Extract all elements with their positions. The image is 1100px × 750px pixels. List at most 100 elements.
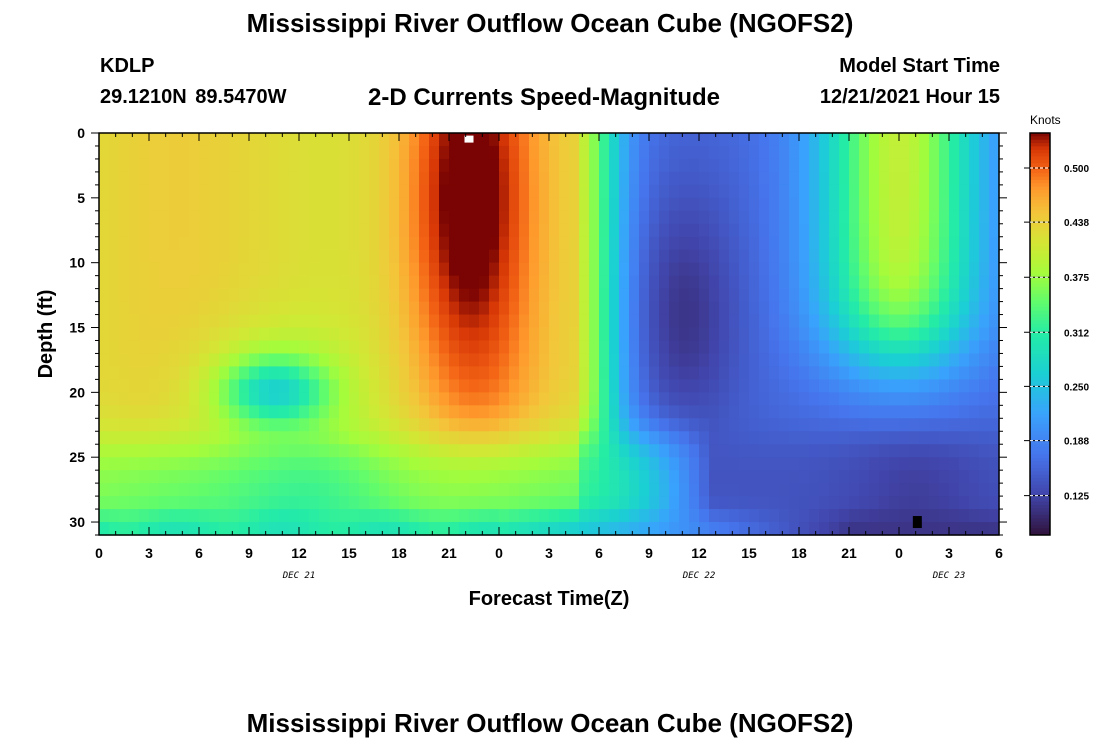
heatmap-cell xyxy=(879,171,890,186)
heatmap-cell xyxy=(619,392,630,406)
heatmap-cell xyxy=(949,158,960,173)
heatmap-cell xyxy=(849,275,860,290)
heatmap-cell xyxy=(869,470,880,484)
heatmap-cell xyxy=(809,288,820,303)
heatmap-cell xyxy=(839,301,850,316)
heatmap-cell xyxy=(859,327,870,342)
heatmap-cell xyxy=(879,457,890,471)
heatmap-cell xyxy=(329,379,340,393)
heatmap-cell xyxy=(99,275,110,290)
heatmap-cell xyxy=(799,418,810,432)
heatmap-cell xyxy=(459,457,470,471)
heatmap-cell xyxy=(589,444,600,458)
heatmap-cell xyxy=(349,158,360,173)
heatmap-cell xyxy=(719,171,730,186)
heatmap-cell xyxy=(729,133,740,147)
heatmap-cell xyxy=(479,444,490,458)
heatmap-cell xyxy=(769,522,780,536)
heatmap-cell xyxy=(99,262,110,277)
heatmap-cell xyxy=(209,418,220,432)
heatmap-cell xyxy=(719,210,730,225)
heatmap-cell xyxy=(689,392,700,406)
heatmap-cell xyxy=(309,327,320,342)
heatmap-cell xyxy=(829,444,840,458)
heatmap-cell xyxy=(779,496,790,510)
heatmap-cell xyxy=(459,509,470,523)
heatmap-cell xyxy=(549,288,560,303)
heatmap-cell xyxy=(169,223,180,238)
heatmap-cell xyxy=(329,457,340,471)
heatmap-cell xyxy=(209,496,220,510)
heatmap-cell xyxy=(589,275,600,290)
heatmap-cell xyxy=(489,158,500,173)
heatmap-cell xyxy=(529,327,540,342)
heatmap-cell xyxy=(849,340,860,355)
heatmap-cell xyxy=(219,327,230,342)
colorbar-segment xyxy=(1030,464,1050,469)
heatmap-cell xyxy=(809,145,820,160)
heatmap-cell xyxy=(129,301,140,316)
heatmap-cell xyxy=(369,236,380,251)
heatmap-cell xyxy=(609,392,620,406)
heatmap-cell xyxy=(939,444,950,458)
heatmap-cell xyxy=(709,236,720,251)
heatmap-cell xyxy=(189,496,200,510)
heatmap-cell xyxy=(459,236,470,251)
heatmap-cell xyxy=(769,379,780,393)
heatmap-cell xyxy=(319,522,330,536)
heatmap-cell xyxy=(239,522,250,536)
heatmap-cell xyxy=(839,366,850,380)
heatmap-cell xyxy=(759,301,770,316)
heatmap-cell xyxy=(479,301,490,316)
heatmap-cell xyxy=(359,133,370,147)
heatmap-cell xyxy=(559,457,570,471)
heatmap-cell xyxy=(869,210,880,225)
heatmap-cell xyxy=(939,340,950,355)
heatmap-cell xyxy=(169,431,180,445)
heatmap-cell xyxy=(179,366,190,380)
heatmap-cell xyxy=(739,262,750,277)
heatmap-cell xyxy=(239,353,250,368)
heatmap-cell xyxy=(109,509,120,523)
heatmap-cell xyxy=(279,444,290,458)
heatmap-cell xyxy=(729,340,740,355)
heatmap-cell xyxy=(579,392,590,406)
heatmap-cell xyxy=(479,457,490,471)
heatmap-cell xyxy=(629,301,640,316)
heatmap-cell xyxy=(889,171,900,186)
colorbar-segment xyxy=(1030,233,1050,238)
heatmap-cell xyxy=(399,288,410,303)
heatmap-cell xyxy=(599,405,610,419)
heatmap-cell xyxy=(289,145,300,160)
heatmap-cell xyxy=(129,249,140,264)
heatmap-cell xyxy=(619,431,630,445)
heatmap-cell xyxy=(529,288,540,303)
heatmap-cell xyxy=(489,392,500,406)
heatmap-cell xyxy=(599,210,610,225)
heatmap-cell xyxy=(419,158,430,173)
heatmap-cell xyxy=(849,171,860,186)
colorbar-segment xyxy=(1030,441,1050,446)
heatmap-cell xyxy=(979,457,990,471)
heatmap-cell xyxy=(669,405,680,419)
heatmap-cell xyxy=(929,444,940,458)
x-tick-label: 0 xyxy=(95,545,103,561)
heatmap-cell xyxy=(299,210,310,225)
heatmap-cell xyxy=(879,431,890,445)
heatmap-cell xyxy=(709,340,720,355)
heatmap-cell xyxy=(769,392,780,406)
colorbar-segment xyxy=(1030,263,1050,268)
heatmap-cell xyxy=(229,210,240,225)
heatmap-cell xyxy=(919,327,930,342)
heatmap-cell xyxy=(459,392,470,406)
heatmap-cell xyxy=(609,522,620,536)
heatmap-cell xyxy=(319,301,330,316)
heatmap-cell xyxy=(659,210,670,225)
heatmap-cell xyxy=(759,171,770,186)
heatmap-cell xyxy=(889,340,900,355)
heatmap-cell xyxy=(489,197,500,212)
heatmap-cell xyxy=(189,431,200,445)
heatmap-cell xyxy=(189,301,200,316)
heatmap-cell xyxy=(499,327,510,342)
heatmap-cell xyxy=(569,314,580,329)
